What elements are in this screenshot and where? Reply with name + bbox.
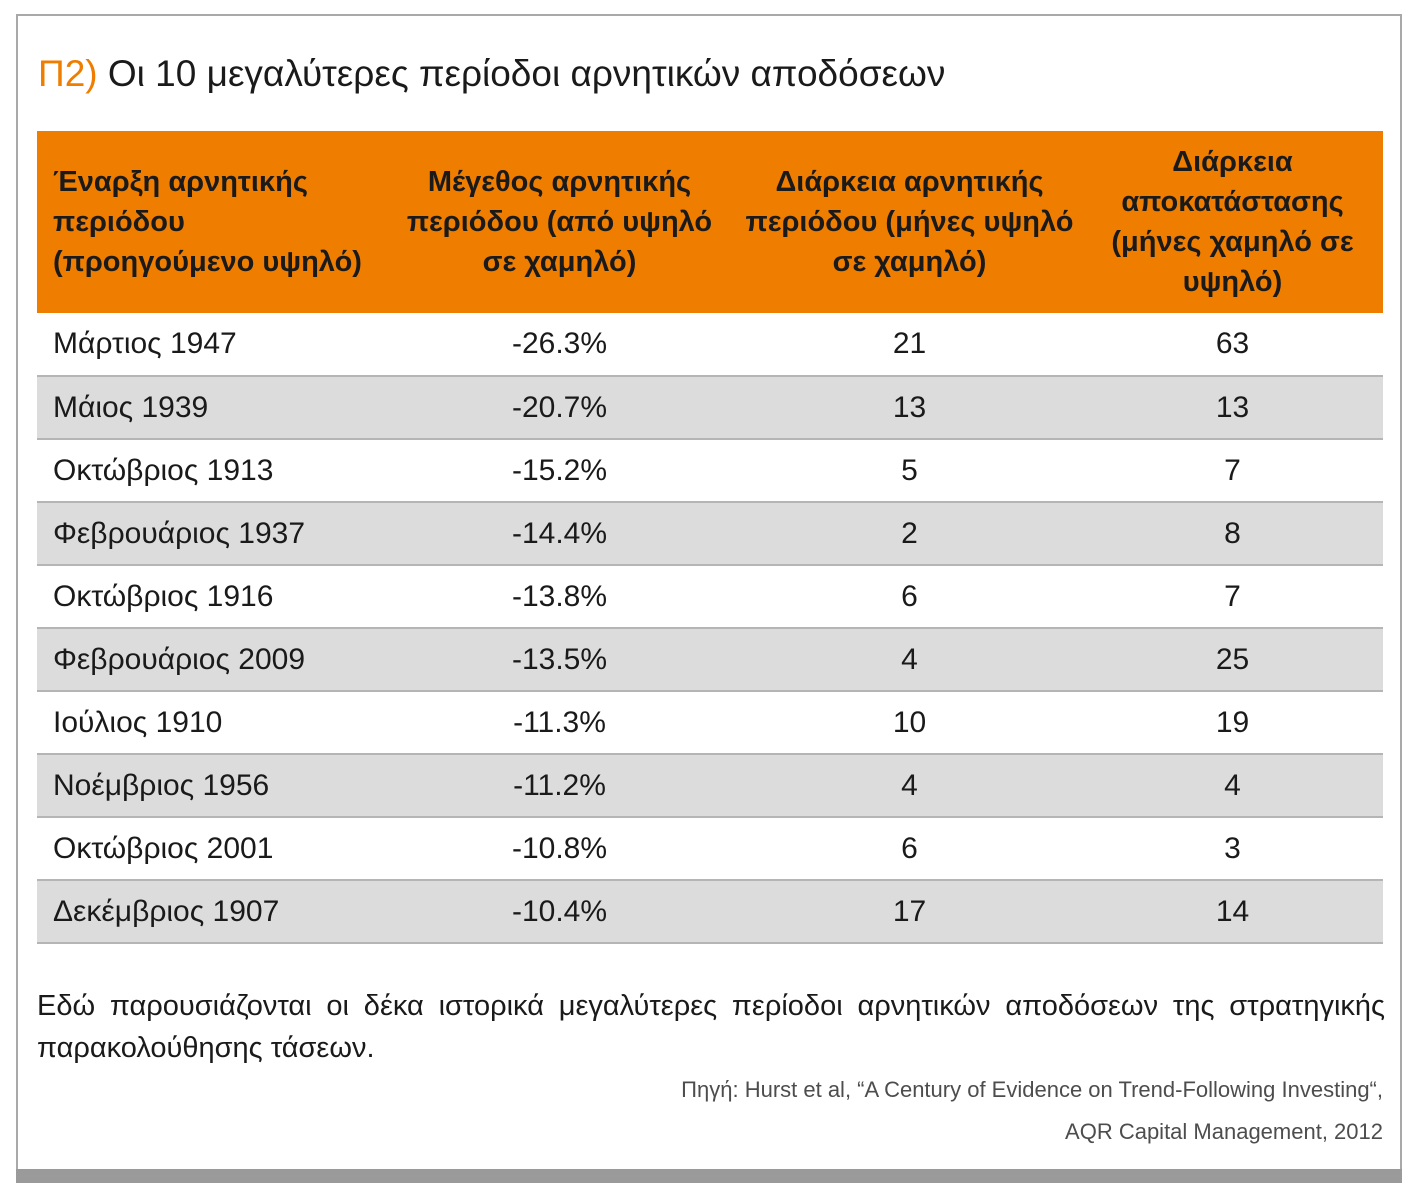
table-row: Οκτώβριος 2001 -10.8% 6 3 — [37, 817, 1383, 881]
recovery-duration-cell: 7 — [1082, 565, 1383, 629]
drawdown-size-cell: -11.3% — [382, 691, 737, 755]
recovery-duration-cell: 7 — [1082, 439, 1383, 503]
drawdown-size-cell: -10.4% — [382, 880, 737, 944]
recovery-duration-cell: 25 — [1082, 628, 1383, 692]
drawdown-duration-cell: 10 — [737, 691, 1082, 755]
recovery-duration-cell: 4 — [1082, 754, 1383, 818]
drawdown-duration-cell: 21 — [737, 313, 1082, 377]
drawdown-duration-cell: 6 — [737, 565, 1082, 629]
caption-note: Εδώ παρουσιάζονται οι δέκα ιστορικά μεγα… — [37, 990, 1385, 1064]
drawdown-duration-cell: 4 — [737, 754, 1082, 818]
start-date-cell: Οκτώβριος 2001 — [37, 817, 382, 881]
drawdown-duration-cell: 4 — [737, 628, 1082, 692]
table-header-row: Έναρξη αρνητικής περιόδου (προηγούμενο υ… — [37, 131, 1383, 313]
drawdown-duration-cell: 2 — [737, 502, 1082, 566]
header-start-date: Έναρξη αρνητικής περιόδου (προηγούμενο υ… — [37, 131, 382, 313]
drawdown-size-cell: -20.7% — [382, 376, 737, 440]
start-date-cell: Ιούλιος 1910 — [37, 691, 382, 755]
drawdown-size-cell: -14.4% — [382, 502, 737, 566]
table-row: Μάιος 1939 -20.7% 13 13 — [37, 376, 1383, 440]
drawdown-duration-cell: 5 — [737, 439, 1082, 503]
header-drawdown-size: Μέγεθος αρνητικής περιόδου (από υψηλό σε… — [382, 131, 737, 313]
figure-title-text: Οι 10 μεγαλύτερες περίοδοι αρνητικών απο… — [107, 53, 946, 94]
table-row: Ιούλιος 1910 -11.3% 10 19 — [37, 691, 1383, 755]
table-row: Φεβρουάριος 2009 -13.5% 4 25 — [37, 628, 1383, 692]
table-row: Οκτώβριος 1916 -13.8% 6 7 — [37, 565, 1383, 629]
start-date-cell: Οκτώβριος 1913 — [37, 439, 382, 503]
drawdown-duration-cell: 13 — [737, 376, 1082, 440]
start-date-cell: Νοέμβριος 1956 — [37, 754, 382, 818]
table-row: Οκτώβριος 1913 -15.2% 5 7 — [37, 439, 1383, 503]
header-drawdown-duration: Διάρκεια αρνητικής περιόδου (μήνες υψηλό… — [737, 131, 1082, 313]
bottom-rule — [16, 1169, 1402, 1183]
drawdown-table: Έναρξη αρνητικής περιόδου (προηγούμενο υ… — [37, 131, 1383, 944]
recovery-duration-cell: 8 — [1082, 502, 1383, 566]
figure-title: Π2) Οι 10 μεγαλύτερες περίοδοι αρνητικών… — [38, 52, 945, 96]
table-row: Μάρτιος 1947 -26.3% 21 63 — [37, 313, 1383, 377]
recovery-duration-cell: 3 — [1082, 817, 1383, 881]
drawdown-size-cell: -15.2% — [382, 439, 737, 503]
start-date-cell: Δεκέμβριος 1907 — [37, 880, 382, 944]
start-date-cell: Μάρτιος 1947 — [37, 313, 382, 377]
source-citation: Πηγή: Hurst et al, “A Century of Evidenc… — [681, 1077, 1383, 1102]
drawdown-size-cell: -11.2% — [382, 754, 737, 818]
recovery-duration-cell: 13 — [1082, 376, 1383, 440]
drawdown-size-cell: -13.8% — [382, 565, 737, 629]
table-row: Φεβρουάριος 1937 -14.4% 2 8 — [37, 502, 1383, 566]
start-date-cell: Φεβρουάριος 2009 — [37, 628, 382, 692]
table-row: Νοέμβριος 1956 -11.2% 4 4 — [37, 754, 1383, 818]
start-date-cell: Μάιος 1939 — [37, 376, 382, 440]
recovery-duration-cell: 63 — [1082, 313, 1383, 377]
drawdown-size-cell: -26.3% — [382, 313, 737, 377]
start-date-cell: Φεβρουάριος 1937 — [37, 502, 382, 566]
recovery-duration-cell: 14 — [1082, 880, 1383, 944]
drawdown-size-cell: -10.8% — [382, 817, 737, 881]
table-row: Δεκέμβριος 1907 -10.4% 17 14 — [37, 880, 1383, 944]
header-recovery-duration: Διάρκεια αποκατάστασης (μήνες χαμηλό σε … — [1082, 131, 1383, 313]
drawdown-size-cell: -13.5% — [382, 628, 737, 692]
source-publisher: AQR Capital Management, 2012 — [1065, 1119, 1383, 1144]
figure-label: Π2) — [38, 53, 98, 94]
drawdown-duration-cell: 6 — [737, 817, 1082, 881]
recovery-duration-cell: 19 — [1082, 691, 1383, 755]
start-date-cell: Οκτώβριος 1916 — [37, 565, 382, 629]
drawdown-duration-cell: 17 — [737, 880, 1082, 944]
